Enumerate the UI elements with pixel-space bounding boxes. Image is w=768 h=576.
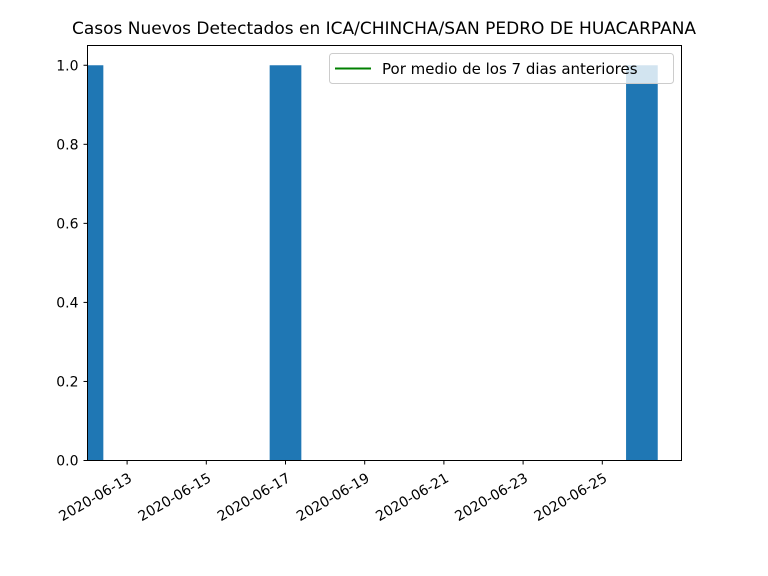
y-tick-label: 0.0 bbox=[56, 454, 78, 470]
bars-group bbox=[87, 65, 658, 461]
plot-frame bbox=[87, 45, 682, 461]
y-tick-label: 0.8 bbox=[56, 137, 78, 153]
x-tick-label: 2020-06-19 bbox=[294, 470, 372, 525]
y-tick-label: 0.4 bbox=[56, 295, 78, 311]
x-tick-label: 2020-06-25 bbox=[532, 470, 610, 525]
x-tick-label: 2020-06-17 bbox=[215, 470, 293, 525]
x-tick-label: 2020-06-23 bbox=[452, 470, 530, 525]
x-tick-label: 2020-06-13 bbox=[56, 470, 134, 525]
x-tick-label: 2020-06-21 bbox=[373, 470, 451, 525]
legend: Por medio de los 7 dias anteriores bbox=[329, 53, 674, 84]
y-tick-label: 0.2 bbox=[56, 374, 78, 390]
legend-label: Por medio de los 7 dias anteriores bbox=[382, 60, 638, 78]
bar-2020-06-17 bbox=[269, 65, 302, 461]
bar-2020-06-26 bbox=[626, 65, 658, 461]
legend-box bbox=[329, 53, 674, 84]
y-tick-label: 0.6 bbox=[56, 216, 78, 232]
y-axis: 0.0 0.2 0.4 0.6 0.8 1.0 bbox=[56, 58, 88, 470]
x-tick-label: 2020-06-15 bbox=[136, 470, 214, 525]
y-tick-label: 1.0 bbox=[56, 58, 78, 74]
x-axis: 2020-06-13 2020-06-15 2020-06-17 2020-06-19… bbox=[56, 460, 610, 525]
chart-title: Casos Nuevos Detectados en ICA/CHINCHA/S… bbox=[72, 19, 696, 39]
bar-2020-06-12 bbox=[87, 65, 104, 461]
